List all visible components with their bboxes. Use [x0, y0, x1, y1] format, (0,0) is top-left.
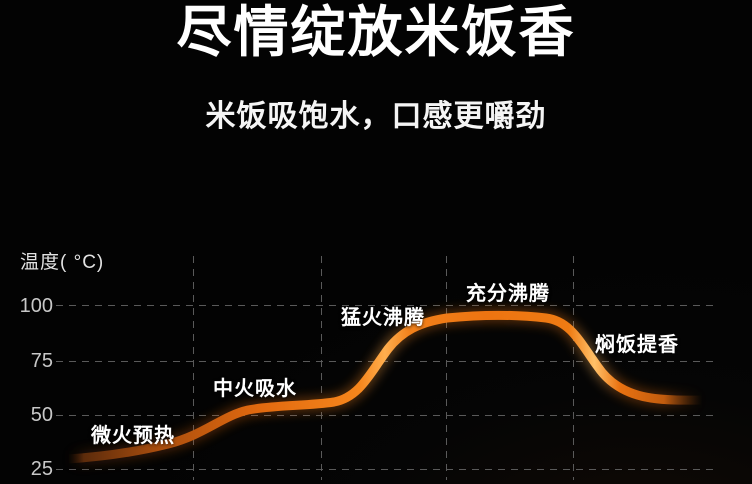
temperature-curve	[63, 310, 707, 464]
stage-label-preheat: 微火预热	[91, 425, 175, 447]
y-tick-75: 75	[30, 350, 53, 372]
stage-label-simmer-aroma: 焖饭提香	[595, 334, 679, 356]
page-subtitle: 米饭吸饱水，口感更嚼劲	[205, 100, 547, 133]
y-tick-50: 50	[30, 404, 53, 426]
y-axis-unit-label: 温度( °C)	[20, 252, 105, 273]
y-tick-100: 100	[19, 295, 53, 317]
stage-label-absorb-water: 中火吸水	[213, 378, 297, 400]
page-title: 尽情绽放米饭香	[176, 1, 576, 63]
stage-label-high-boil: 猛火沸腾	[341, 307, 425, 329]
y-tick-25: 25	[30, 458, 53, 480]
stage-label-full-boil: 充分沸腾	[466, 283, 550, 305]
